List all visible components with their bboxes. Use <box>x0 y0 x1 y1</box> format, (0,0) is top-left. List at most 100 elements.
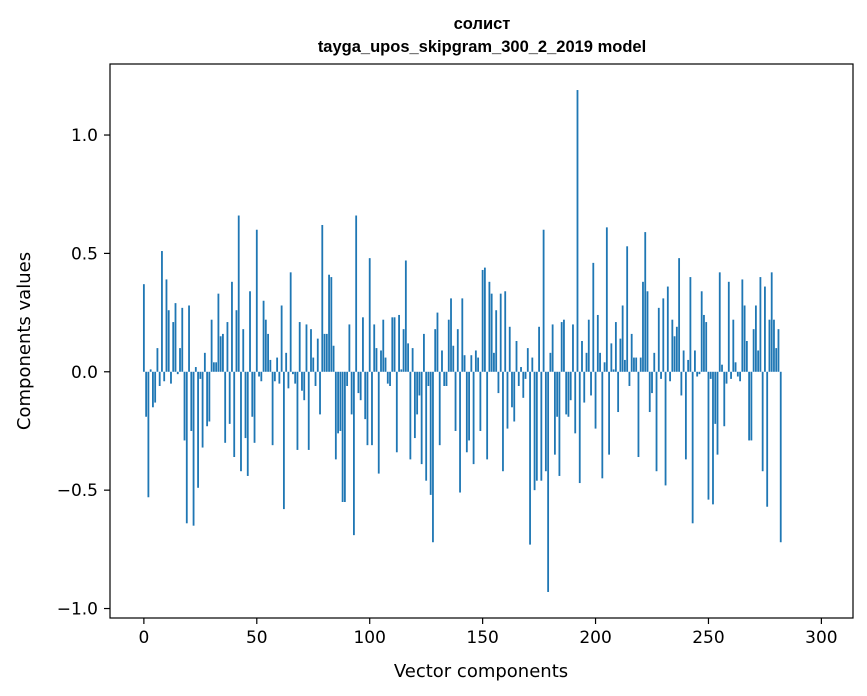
bar-36 <box>224 371 227 443</box>
bar-192 <box>576 90 579 372</box>
bar-27 <box>203 352 206 372</box>
bar-76 <box>314 371 317 386</box>
bar-278 <box>770 272 773 372</box>
bar-140 <box>459 371 461 493</box>
bar-240 <box>684 371 687 460</box>
bar-171 <box>529 371 531 545</box>
bar-187 <box>565 371 568 415</box>
bar-92 <box>350 371 353 415</box>
bar-127 <box>429 371 432 495</box>
bar-114 <box>400 369 403 372</box>
bar-133 <box>443 371 446 386</box>
bar-184 <box>558 371 561 476</box>
bar-137 <box>452 345 455 372</box>
bar-144 <box>468 371 470 441</box>
bar-158 <box>499 293 502 372</box>
bar-112 <box>395 371 398 453</box>
bar-97 <box>362 317 364 372</box>
bar-204 <box>603 362 606 372</box>
bar-175 <box>538 326 540 372</box>
bar-26 <box>201 371 204 448</box>
bar-232 <box>666 286 669 372</box>
bar-223 <box>646 291 649 372</box>
bar-153 <box>488 281 491 372</box>
bar-42 <box>237 215 240 372</box>
bar-88 <box>341 371 344 502</box>
bar-233 <box>669 371 671 382</box>
chart-title-line2: tayga_upos_skipgram_300_2_2019 model <box>318 38 646 56</box>
bar-52 <box>260 371 263 382</box>
bar-172 <box>531 357 534 372</box>
bar-164 <box>513 371 516 422</box>
bar-194 <box>581 341 583 372</box>
bar-272 <box>757 350 760 372</box>
bar-231 <box>664 371 667 486</box>
bar-193 <box>578 371 581 484</box>
bar-161 <box>506 371 509 429</box>
bar-257 <box>723 371 726 427</box>
bar-37 <box>226 322 229 372</box>
bar-208 <box>612 369 615 372</box>
bar-191 <box>574 371 577 434</box>
bar-230 <box>662 298 665 372</box>
bar-238 <box>680 371 683 396</box>
bar-196 <box>585 352 588 372</box>
bar-247 <box>700 291 703 372</box>
bar-217 <box>633 357 635 372</box>
bar-78 <box>319 371 321 415</box>
bar-241 <box>687 359 690 372</box>
bar-135 <box>447 319 450 372</box>
bar-31 <box>212 362 215 372</box>
bar-84 <box>332 345 335 372</box>
x-tick-label-300: 300 <box>805 628 837 648</box>
bar-152 <box>486 371 489 460</box>
bar-214 <box>626 246 629 372</box>
bar-122 <box>418 371 421 396</box>
bar-72 <box>305 324 308 372</box>
bar-23 <box>194 367 197 372</box>
bar-50 <box>255 229 258 372</box>
bar-157 <box>497 371 500 394</box>
bar-44 <box>242 329 245 372</box>
y-tick-label-3: 0.5 <box>71 244 98 264</box>
bar-28 <box>206 371 209 427</box>
bar-67 <box>294 371 297 384</box>
bar-173 <box>533 371 536 491</box>
bar-148 <box>477 357 480 372</box>
bar-266 <box>743 305 746 372</box>
bar-156 <box>495 310 498 372</box>
bar-39 <box>231 281 233 372</box>
bar-75 <box>312 357 315 372</box>
bar-239 <box>682 350 685 372</box>
bar-253 <box>714 371 717 424</box>
bar-22 <box>192 371 195 526</box>
bar-24 <box>197 371 199 488</box>
bar-139 <box>456 329 459 372</box>
bar-104 <box>377 371 380 474</box>
bar-45 <box>244 371 247 439</box>
bar-3 <box>149 369 152 372</box>
bar-263 <box>736 371 739 377</box>
bar-162 <box>508 326 511 372</box>
bar-120 <box>413 371 416 439</box>
bar-252 <box>712 371 714 505</box>
bar-19 <box>185 371 188 524</box>
bar-274 <box>761 371 764 472</box>
bar-195 <box>583 371 586 403</box>
bar-246 <box>698 371 701 375</box>
bar-268 <box>748 371 751 441</box>
bar-98 <box>364 371 367 420</box>
bar-244 <box>694 350 696 372</box>
bar-215 <box>628 371 631 386</box>
bar-273 <box>759 277 762 372</box>
bar-119 <box>411 348 414 372</box>
bar-40 <box>233 371 236 458</box>
bar-series <box>142 90 782 592</box>
bar-222 <box>644 232 647 372</box>
bar-13 <box>172 322 175 372</box>
bar-149 <box>479 371 482 431</box>
bar-264 <box>739 371 741 382</box>
bar-141 <box>461 298 464 372</box>
y-tick-label-0: −1.0 <box>57 600 98 620</box>
bar-202 <box>599 352 601 372</box>
